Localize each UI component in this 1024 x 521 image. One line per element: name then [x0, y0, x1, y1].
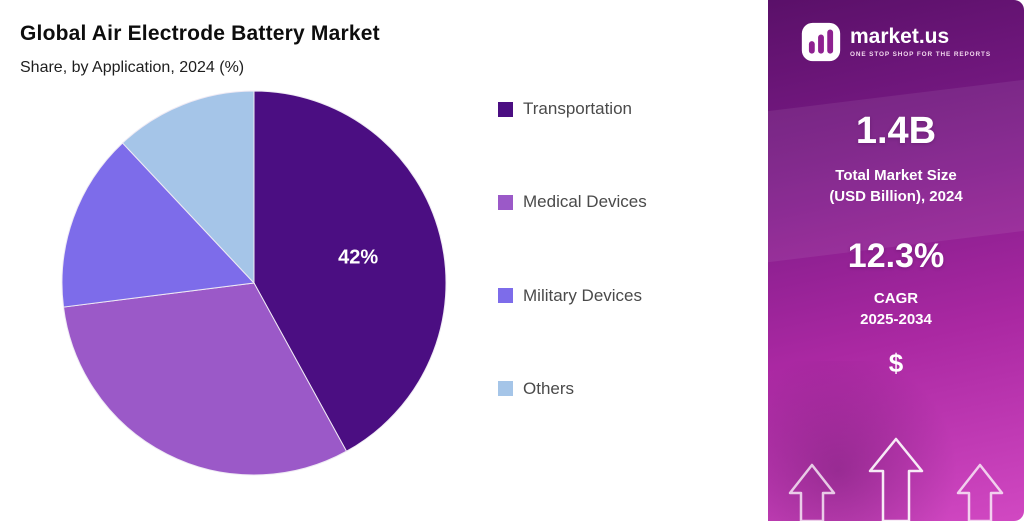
dollar-icon: $ — [888, 348, 904, 378]
chart-section: Global Air Electrode Battery Market Shar… — [20, 22, 768, 479]
pie-chart: 42% — [61, 90, 447, 476]
pie-slice-transportation — [253, 90, 447, 452]
logo-tagline: ONE STOP SHOP FOR THE REPORTS — [849, 51, 992, 59]
pie-slice-medical-devices — [62, 282, 348, 476]
logo-text: market.us — [849, 24, 950, 48]
cagr-label: CAGR 2025-2034 — [860, 290, 932, 328]
chart-legend: Transportation Medical Devices Military De… — [498, 99, 647, 399]
pie-data-label: 42% — [338, 246, 378, 268]
legend-label: Military Devices — [523, 285, 643, 305]
brand-panel: market.us ONE STOP SHOP FOR THE REPORTS … — [768, 0, 1024, 521]
market-size-label: Total Market Size (USD Billion), 2024 — [829, 167, 963, 205]
chart-subtitle: Share, by Application, 2024 (%) — [20, 59, 245, 76]
legend-swatch-transportation — [498, 101, 513, 117]
pie-slice-military-devices — [61, 142, 256, 308]
market-size-value: 1.4B — [855, 110, 937, 152]
legend-swatch-military-devices — [498, 288, 513, 304]
growth-arrows-icon — [788, 437, 1004, 521]
legend-item-medical-devices: Medical Devices — [498, 192, 647, 212]
legend-label: Others — [523, 378, 575, 398]
chart-row: 42% Transportation Medical Devices Militar… — [20, 87, 768, 479]
legend-item-transportation: Transportation — [498, 99, 647, 119]
legend-label: Transportation — [523, 99, 632, 118]
marketus-logo-icon — [801, 22, 841, 62]
logo-text-block: market.us ONE STOP SHOP FOR THE REPORTS — [849, 24, 992, 59]
legend-item-others: Others — [498, 379, 647, 399]
marketus-logo: market.us ONE STOP SHOP FOR THE REPORTS — [801, 22, 991, 62]
page-title: Global Air Electrode Battery Market — [20, 22, 380, 45]
legend-swatch-medical-devices — [498, 194, 513, 210]
legend-label: Medical Devices — [523, 192, 647, 212]
legend-item-military-devices: Military Devices — [498, 286, 647, 306]
pie-slice-others — [121, 90, 255, 285]
cagr-value: 12.3% — [847, 237, 945, 275]
legend-swatch-others — [498, 381, 513, 397]
